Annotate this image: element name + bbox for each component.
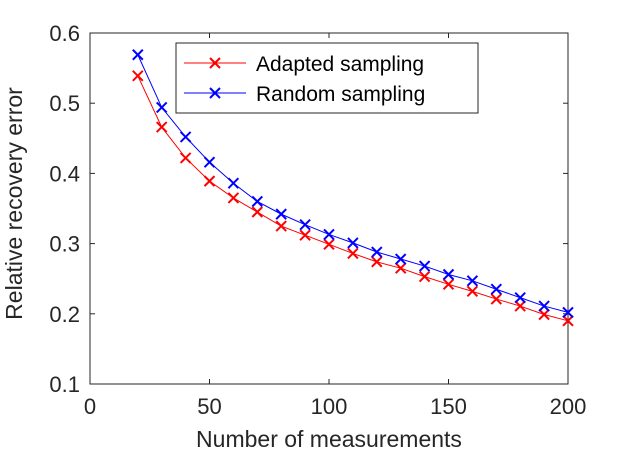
data-point-adapted-sampling: [538, 308, 550, 321]
series-random-sampling: [132, 49, 574, 319]
legend-box: [175, 42, 479, 114]
data-point-random-sampling: [394, 253, 407, 265]
data-point-adapted-sampling: [203, 175, 216, 187]
data-point-adapted-sampling: [347, 247, 359, 260]
legend-label: Adapted sampling: [256, 53, 424, 76]
legend-label: Random sampling: [256, 83, 425, 106]
x-tick-label: 100: [311, 394, 348, 419]
data-point-random-sampling: [418, 260, 431, 272]
data-point-random-sampling: [514, 291, 526, 304]
legend-item-random-sampling: Random sampling: [184, 83, 425, 106]
y-axis-label: Relative recovery error: [1, 87, 27, 320]
y-tick-label: 0.1: [49, 372, 80, 397]
data-point-adapted-sampling: [251, 206, 264, 218]
y-tick-label: 0.5: [49, 91, 80, 116]
data-point-adapted-sampling: [323, 238, 335, 251]
data-point-adapted-sampling: [155, 121, 168, 133]
legend-marker: [209, 87, 221, 99]
data-point-adapted-sampling: [490, 293, 503, 305]
x-tick-label: 50: [197, 394, 221, 419]
data-point-adapted-sampling: [442, 278, 455, 291]
data-point-random-sampling: [347, 237, 359, 249]
x-tick-label: 200: [550, 394, 587, 419]
series-adapted-sampling: [132, 70, 574, 327]
legend-marker: [209, 57, 221, 69]
data-point-adapted-sampling: [466, 285, 479, 298]
data-point-random-sampling: [371, 246, 383, 258]
data-point-random-sampling: [442, 268, 455, 281]
y-tick-label: 0.6: [49, 21, 80, 46]
data-point-adapted-sampling: [418, 270, 431, 283]
data-point-random-sampling: [323, 228, 335, 241]
data-point-random-sampling: [299, 218, 311, 231]
data-point-random-sampling: [203, 156, 216, 168]
data-point-random-sampling: [132, 49, 144, 61]
data-point-adapted-sampling: [179, 152, 192, 164]
data-point-adapted-sampling: [371, 256, 383, 268]
y-tick-label: 0.3: [49, 232, 80, 257]
data-point-adapted-sampling: [275, 220, 287, 232]
data-point-adapted-sampling: [562, 315, 574, 327]
data-point-random-sampling: [179, 131, 192, 143]
data-point-random-sampling: [251, 195, 264, 208]
x-tick-label: 150: [430, 394, 467, 419]
data-point-adapted-sampling: [132, 70, 144, 82]
data-point-random-sampling: [562, 306, 574, 319]
legend-item-adapted-sampling: Adapted sampling: [184, 53, 424, 76]
data-point-random-sampling: [466, 275, 479, 287]
x-axis-ticks: 0 50 100 150 200: [84, 33, 586, 419]
y-axis-ticks: 0.1 0.2 0.3 0.4 0.5 0.6: [49, 21, 568, 397]
data-point-random-sampling: [490, 283, 503, 295]
data-point-adapted-sampling: [299, 229, 311, 241]
x-tick-label: 0: [84, 394, 96, 419]
data-point-adapted-sampling: [227, 192, 240, 204]
data-point-random-sampling: [275, 208, 287, 220]
x-axis-label: Number of measurements: [196, 426, 462, 452]
data-point-random-sampling: [155, 101, 168, 114]
data-point-adapted-sampling: [394, 262, 407, 274]
y-tick-label: 0.2: [49, 302, 80, 327]
data-point-adapted-sampling: [514, 300, 526, 312]
series-layer: [132, 49, 574, 327]
y-tick-label: 0.4: [49, 161, 80, 186]
legend: Adapted sampling Random sampling: [175, 42, 479, 114]
data-point-random-sampling: [227, 177, 240, 189]
data-point-random-sampling: [538, 300, 550, 312]
